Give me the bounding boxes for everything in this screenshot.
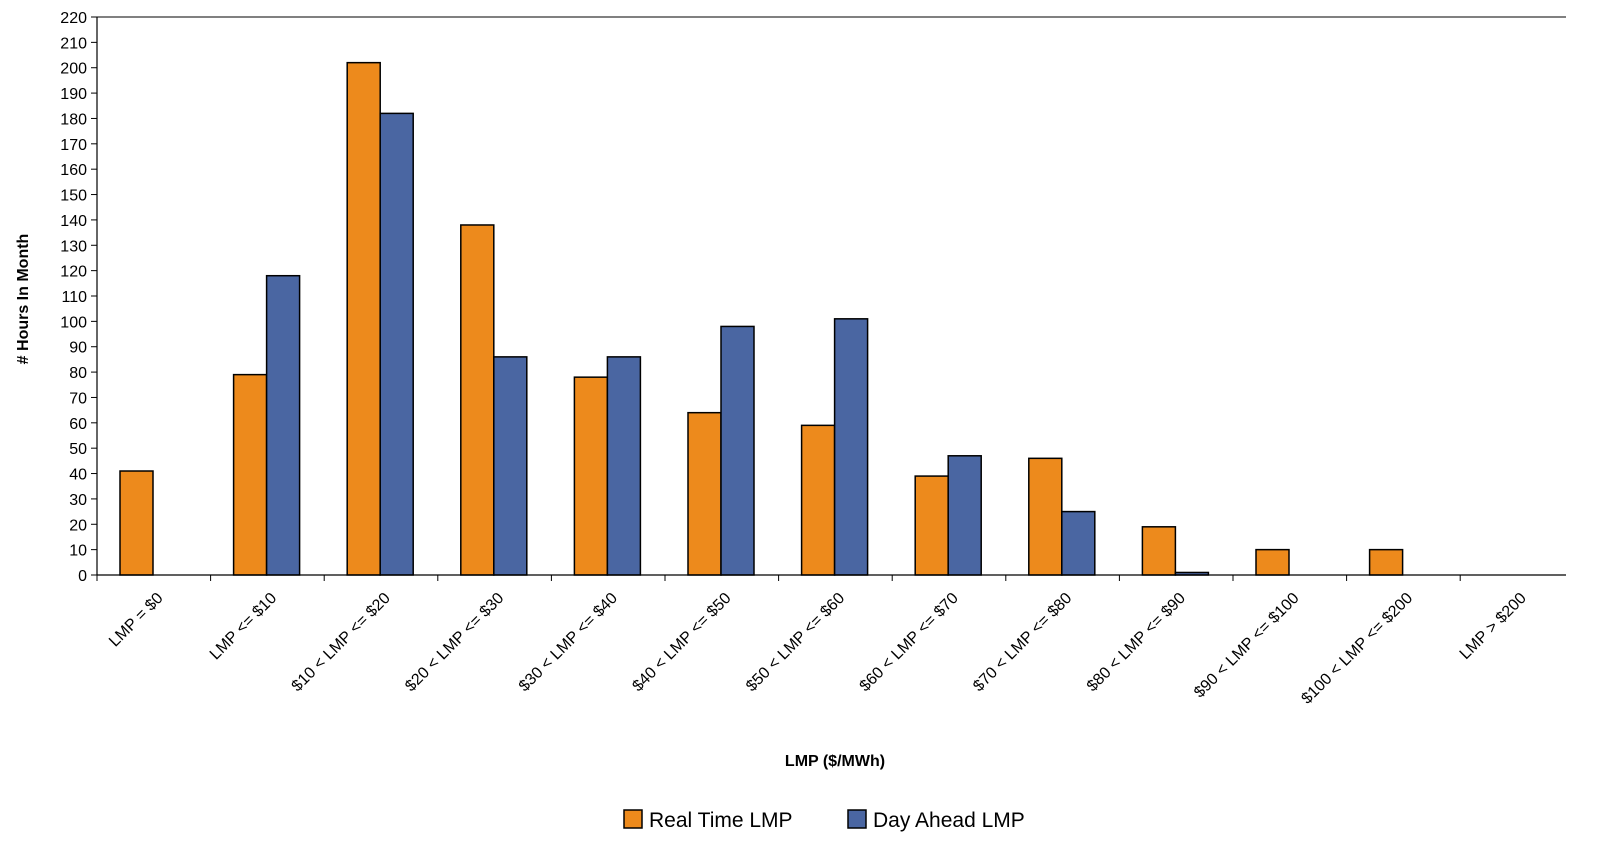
bars-group (119, 61, 1404, 576)
legend-label-day-ahead: Day Ahead LMP (873, 809, 1025, 832)
legend: Real Time LMP Day Ahead LMP (623, 809, 1025, 832)
y-tick-label: 70 (69, 390, 87, 407)
bar-real-time-10 (1255, 548, 1290, 576)
y-tick-label: 150 (60, 188, 87, 205)
legend-swatch-day-ahead (847, 809, 867, 829)
y-tick-label: 0 (78, 568, 87, 585)
bar-day-ahead-7 (947, 455, 982, 576)
bar-day-ahead-2 (379, 112, 414, 576)
bar-real-time-6 (800, 424, 836, 576)
x-tick-label: $80 < LMP <= $90 (1084, 590, 1189, 695)
bar-day-ahead-3 (493, 356, 528, 576)
x-tick-label: $50 < LMP <= $60 (743, 590, 848, 695)
x-tick-label: $40 < LMP <= $50 (629, 590, 734, 695)
y-tick-label: 10 (69, 543, 87, 560)
y-tick-label: 90 (69, 340, 87, 357)
bar-day-ahead-5 (720, 325, 755, 576)
y-tick-label: 100 (60, 314, 87, 331)
bar-real-time-0 (119, 470, 154, 576)
y-tick-label: 130 (60, 238, 87, 255)
y-tick-label: 40 (69, 467, 87, 484)
y-tick-label: 80 (69, 365, 87, 382)
x-tick-label: LMP <= $10 (207, 590, 281, 664)
y-axis-title: # Hours In Month (15, 234, 32, 365)
x-tick-label: $70 < LMP <= $80 (970, 590, 1075, 695)
bar-real-time-11 (1368, 548, 1404, 576)
bar-real-time-7 (914, 475, 949, 576)
bar-day-ahead-1 (265, 274, 301, 576)
y-tick-label: 160 (60, 162, 87, 179)
bar-real-time-8 (1028, 457, 1063, 576)
y-tick-label: 180 (60, 111, 87, 128)
bar-real-time-4 (573, 376, 609, 576)
y-tick-label: 60 (69, 416, 87, 433)
x-tick-label: $100 < LMP <= $200 (1298, 590, 1416, 708)
bar-real-time-9 (1141, 526, 1177, 576)
y-tick-label: 200 (60, 61, 87, 78)
y-tick-label: 50 (69, 441, 87, 458)
x-axis-title: LMP ($/MWh) (785, 753, 885, 770)
y-tick-label: 20 (69, 517, 87, 534)
x-tick-label: LMP > $200 (1457, 590, 1530, 663)
y-tick-label: 220 (60, 10, 87, 27)
y-tick-label: 30 (69, 492, 87, 509)
bar-day-ahead-4 (606, 356, 642, 576)
bar-real-time-2 (346, 61, 381, 576)
legend-swatch-real-time (623, 809, 643, 829)
bar-real-time-5 (687, 411, 722, 576)
x-tick-label: $30 < LMP <= $40 (516, 590, 621, 695)
legend-label-real-time: Real Time LMP (649, 809, 793, 832)
x-tick-label: LMP = $0 (106, 590, 167, 651)
y-tick-label: 210 (60, 35, 87, 52)
bar-real-time-3 (460, 224, 495, 576)
y-tick-label: 120 (60, 264, 87, 281)
bar-day-ahead-6 (833, 318, 869, 576)
y-tick-label: 190 (60, 86, 87, 103)
y-axis: 0 10 20 30 40 50 60 70 80 90 100 110 120 130 140 150 160… (60, 10, 1566, 585)
bar-day-ahead-8 (1061, 510, 1096, 576)
y-tick-label: 110 (61, 289, 87, 306)
x-tick-label: $10 < LMP <= $20 (289, 590, 394, 695)
x-tick-label: $20 < LMP <= $30 (402, 590, 507, 695)
x-tick-label: $60 < LMP <= $70 (857, 590, 962, 695)
x-tick-label: $90 < LMP <= $100 (1191, 590, 1303, 702)
bar-real-time-1 (232, 373, 268, 576)
x-axis: LMP = $0 LMP <= $10 $10 < LMP <= $20 $20 < … (96, 574, 1566, 708)
y-tick-label: 140 (60, 213, 87, 230)
y-tick-label: 170 (60, 137, 87, 154)
